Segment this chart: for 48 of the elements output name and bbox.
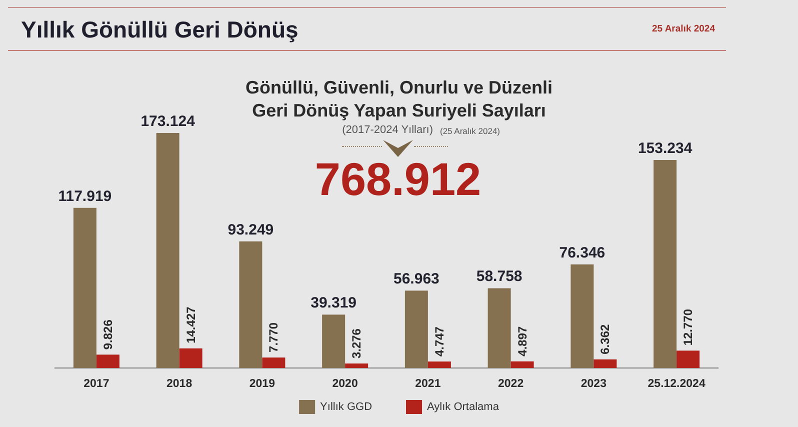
chart-title: Yıllık Gönüllü Geri Dönüş [21,16,298,42]
bar [345,364,368,368]
bar [594,359,617,368]
bar [179,348,202,368]
data-label: 56.963 [393,270,440,288]
data-label: 93.249 [228,221,274,238]
bar [488,288,511,368]
data-label: 58.758 [476,268,522,286]
bar [96,354,120,368]
x-tick-label: 2021 [415,378,442,390]
annotation: 768.912 [314,153,482,205]
bar [156,133,180,368]
chart-subtitle: Gönüllü, Güvenli, Onurlu ve Düzenli Geri Dönüş Yapan Suriyeli Sayıları [245,78,553,120]
data-label: 4.747 [432,326,446,357]
text: 25 Aralık 2024 [652,24,716,34]
bar [570,264,594,368]
data-label: 3.276 [350,328,364,359]
data-label: 6.362 [598,324,612,354]
data-label: 39.319 [310,294,357,312]
data-label: 76.346 [559,244,606,262]
annotation: (25 Aralık 2024) [440,126,500,136]
bar [239,241,262,368]
data-label: 12.770 [681,308,696,346]
bar [510,361,534,368]
bar [262,357,286,368]
x-tick-label: 2019 [249,378,275,390]
x-tick-label: 2022 [498,378,524,390]
bar [654,160,677,368]
x-tick-label: 2020 [332,378,358,390]
data-label: 4.897 [515,326,530,356]
data-label: 153.234 [638,140,693,157]
bar [676,350,700,368]
legend-label: Aylık Ortalama [427,401,500,413]
bar [404,290,428,368]
x-tick-label: 2023 [580,378,606,390]
bar [428,362,451,368]
x-tick-label: 2018 [166,378,193,390]
x-tick-label: 25.12.2024 [648,378,706,390]
data-label: 9.826 [100,319,115,350]
annotation: (2017-2024 Yılları) [342,124,433,136]
bar [322,314,346,368]
data-label: 7.770 [266,322,281,352]
data-label: 14.427 [184,306,198,344]
bar [73,208,96,368]
legend-label: Yıllık GGD [320,401,372,413]
data-label: 173.124 [140,113,196,130]
x-tick-label: 2017 [84,378,110,390]
data-label: 117.919 [58,188,112,205]
